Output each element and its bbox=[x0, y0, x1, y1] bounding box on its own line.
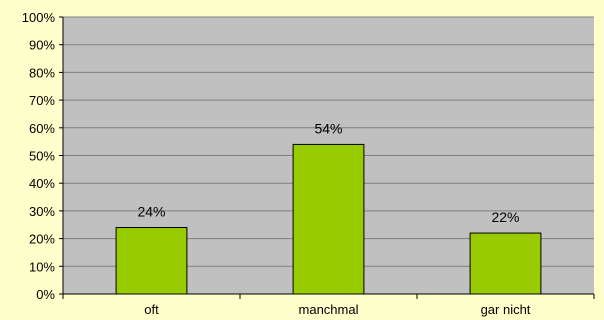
y-axis-ticks: 0% 10% 20% 30% 40% 50% 60% 70% 80% 90% 100% bbox=[22, 10, 63, 302]
data-labels: 24% 54% 22% bbox=[137, 120, 519, 225]
y-tick-label: 30% bbox=[29, 204, 55, 219]
y-tick-label: 40% bbox=[29, 176, 55, 191]
y-tick-label: 20% bbox=[29, 232, 55, 247]
data-label: 22% bbox=[491, 209, 519, 225]
x-tick-label: gar nicht bbox=[481, 302, 531, 317]
x-tick-label: manchmal bbox=[299, 302, 359, 317]
y-tick-label: 50% bbox=[29, 149, 55, 164]
bar-oft bbox=[115, 227, 188, 295]
y-tick-label: 100% bbox=[22, 10, 56, 25]
y-tick-label: 90% bbox=[29, 38, 55, 53]
x-axis-ticks: oft manchmal gar nicht bbox=[62, 294, 595, 317]
x-tick-label: oft bbox=[144, 302, 159, 317]
bars bbox=[115, 143, 542, 295]
bar-manchmal bbox=[292, 143, 365, 295]
y-tick-label: 0% bbox=[36, 287, 55, 302]
y-tick-label: 70% bbox=[29, 93, 55, 108]
y-tick-label: 10% bbox=[29, 259, 55, 274]
y-tick-label: 60% bbox=[29, 121, 55, 136]
bar-gar-nicht bbox=[469, 232, 542, 295]
data-label: 54% bbox=[314, 120, 342, 136]
data-label: 24% bbox=[137, 204, 165, 220]
y-tick-label: 80% bbox=[29, 65, 55, 80]
